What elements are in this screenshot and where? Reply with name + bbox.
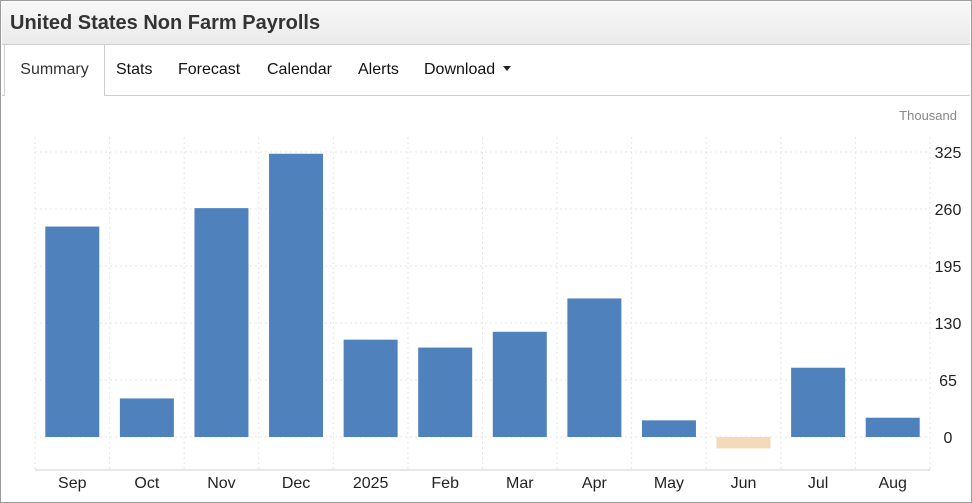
- tab-alerts[interactable]: Alerts: [358, 61, 399, 78]
- bar-oct[interactable]: [119, 398, 174, 437]
- bar-nov[interactable]: [194, 208, 249, 437]
- bar-may[interactable]: [641, 420, 696, 437]
- bar-aug[interactable]: [865, 417, 920, 437]
- x-tick-label: Dec: [282, 475, 310, 492]
- x-tick-label: Nov: [207, 475, 235, 492]
- tab-calendar[interactable]: Calendar: [267, 61, 332, 78]
- tab-forecast[interactable]: Forecast: [178, 61, 241, 78]
- x-tick-label: Jul: [808, 475, 828, 492]
- tab-download[interactable]: Download: [424, 45, 512, 95]
- bar-jun[interactable]: [716, 437, 771, 449]
- x-tick-label: Apr: [582, 475, 608, 492]
- x-tick-label: Aug: [878, 475, 906, 492]
- bar-2025[interactable]: [343, 339, 398, 437]
- x-tick-label: Jun: [731, 475, 757, 492]
- x-tick-label: 2025: [353, 475, 389, 492]
- title-bar: United States Non Farm Payrolls: [2, 2, 970, 45]
- y-tick-label: 0: [944, 430, 953, 447]
- bar-jul[interactable]: [791, 367, 846, 437]
- y-tick-label: 195: [935, 259, 962, 276]
- x-tick-label: May: [654, 475, 684, 492]
- x-tick-label: Oct: [134, 475, 159, 492]
- tab-summary[interactable]: Summary: [4, 45, 105, 96]
- y-tick-label: 130: [935, 316, 962, 333]
- unit-label: Thousand: [899, 108, 957, 123]
- tab-bar: Summary Stats Forecast Calendar Alerts D…: [2, 45, 970, 96]
- y-tick-label: 325: [935, 145, 962, 162]
- y-tick-label: 65: [939, 373, 957, 390]
- tab-stats[interactable]: Stats: [116, 61, 153, 78]
- tab-download-label: Download: [424, 61, 496, 78]
- page-title: United States Non Farm Payrolls: [10, 12, 321, 34]
- x-tick-label: Feb: [431, 475, 459, 492]
- x-tick-label: Mar: [506, 475, 534, 492]
- bar-dec[interactable]: [269, 153, 324, 437]
- chevron-down-icon: [503, 65, 512, 71]
- x-tick-label: Sep: [58, 475, 87, 492]
- bar-sep[interactable]: [45, 226, 100, 437]
- y-tick-label: 260: [935, 202, 962, 219]
- bar-feb[interactable]: [418, 347, 473, 437]
- bar-mar[interactable]: [492, 331, 547, 437]
- bar-apr[interactable]: [567, 298, 622, 437]
